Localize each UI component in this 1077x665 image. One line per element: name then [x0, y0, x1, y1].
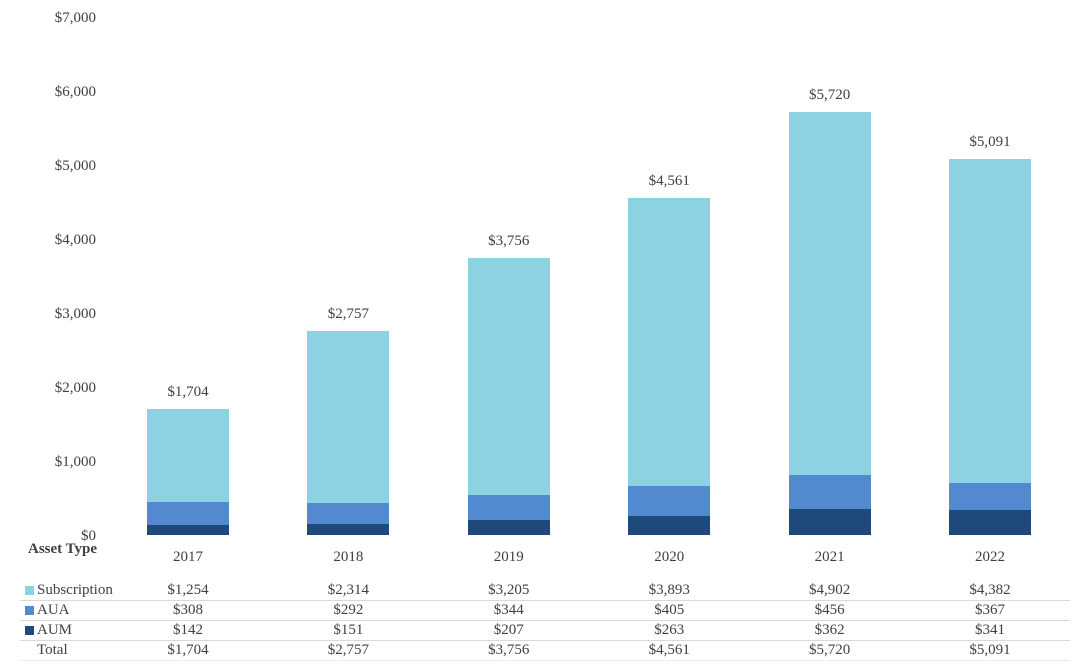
bar-segment-subscription-2021	[788, 112, 871, 475]
bar-segment-aua-2017	[147, 502, 229, 525]
stacked-bar-2022	[949, 158, 1031, 536]
bar-segment-aum-2021	[788, 508, 871, 536]
bar-segment-aum-2017	[147, 524, 229, 536]
table-cell-aua-2022: $367	[974, 602, 1005, 618]
row-label-subscription: Subscription	[20, 580, 113, 600]
bar-segment-aum-2019	[467, 520, 550, 536]
bar-segment-subscription-2020	[628, 197, 711, 487]
bar-segment-aua-2018	[307, 502, 390, 525]
y-axis-tick-label: $3,000	[54, 305, 96, 322]
bar-segment-subscription-2017	[147, 409, 229, 503]
bar-segment-aua-2020	[628, 486, 711, 517]
row-label-text: Total	[37, 641, 68, 658]
table-cell-aum-2021: $362	[814, 622, 845, 638]
y-axis-tick-label: $4,000	[54, 231, 96, 248]
table-cell-aum-2018: $151	[333, 622, 364, 638]
y-axis-tick-label: $2,000	[54, 379, 96, 396]
table-cell-aua-2018: $292	[333, 602, 364, 618]
y-axis-tick-label: $7,000	[54, 9, 96, 26]
stacked-bar-2020	[628, 197, 711, 536]
table-cell-aum-2022: $341	[974, 622, 1005, 638]
bar-segment-subscription-2022	[949, 158, 1031, 484]
bar-segment-aua-2021	[788, 474, 871, 509]
bar-total-label-2022: $5,091	[969, 133, 1011, 150]
stacked-bar-2019	[467, 257, 550, 536]
table-cell-aum-2020: $263	[654, 622, 685, 638]
x-axis-label-2018: 2018	[333, 549, 364, 565]
table-cell-subscription-2019: $3,205	[488, 582, 530, 598]
y-axis-tick-label: $1,000	[54, 453, 96, 470]
bar-total-label-2019: $3,756	[488, 232, 530, 249]
table-cell-aum-2017: $142	[172, 622, 203, 638]
table-cell-aua-2019: $344	[493, 602, 524, 618]
asset-type-label: Asset Type	[28, 541, 98, 557]
bar-segment-subscription-2018	[307, 331, 390, 503]
legend-swatch-subscription	[25, 585, 34, 595]
stacked-bar-2018	[307, 331, 390, 536]
row-label-aum: AUM	[20, 620, 72, 640]
table-cell-subscription-2021: $4,902	[808, 582, 851, 598]
bar-segment-aum-2018	[307, 524, 390, 536]
x-axis-label-2022: 2022	[975, 549, 1005, 565]
bar-segment-aua-2019	[467, 494, 550, 521]
legend-swatch-empty	[25, 646, 34, 655]
table-cell-subscription-2018: $2,314	[327, 582, 369, 598]
row-label-aua: AUA	[20, 600, 70, 620]
bar-segment-aum-2020	[628, 516, 711, 536]
bar-total-label-2017: $1,704	[167, 384, 209, 401]
table-cell-aua-2017: $308	[172, 602, 203, 618]
table-cell-total-2020: $4,561	[648, 642, 690, 658]
table-cell-total-2019: $3,756	[488, 642, 530, 658]
table-row-subscription: Subscription $1,254 $2,314 $3,205 $3,893 $4,9…	[20, 580, 1070, 601]
table-cell-aua-2021: $456	[814, 602, 845, 618]
y-axis-tick-label: $0	[81, 527, 96, 544]
y-axis-tick-label: $5,000	[54, 157, 96, 174]
table-cell-total-2018: $2,757	[327, 642, 369, 658]
row-label-total: Total	[20, 640, 68, 660]
y-axis-tick-label: $6,000	[54, 83, 96, 100]
table-cell-total-2017: $1,704	[167, 642, 209, 658]
stacked-bar-2021	[788, 112, 871, 536]
table-cell-total-2021: $5,720	[808, 642, 851, 658]
table-cell-subscription-2020: $3,893	[648, 582, 690, 598]
legend-swatch-aum	[25, 625, 34, 635]
x-axis-label-2021: 2021	[814, 549, 845, 565]
row-label-text: AUA	[37, 601, 70, 618]
bar-total-label-2018: $2,757	[327, 306, 370, 323]
x-axis-label-2017: 2017	[173, 549, 203, 565]
legend-swatch-aua	[25, 605, 34, 615]
table-cell-aua-2020: $405	[654, 602, 685, 618]
bar-total-label-2021: $5,720	[808, 87, 851, 104]
table-row-aua: AUA $308 $292 $344 $405 $456 $367	[20, 600, 1070, 621]
table-cell-subscription-2017: $1,254	[167, 582, 209, 598]
row-label-text: AUM	[37, 621, 73, 638]
table-row-aum: AUM $142 $151 $207 $263 $362 $341	[20, 620, 1070, 641]
table-row-total: Total $1,704 $2,757 $3,756 $4,561 $5,720 $5,09…	[20, 640, 1070, 661]
stacked-bar-2017	[147, 409, 229, 536]
bar-segment-aum-2022	[949, 510, 1031, 536]
row-label-text: Subscription	[37, 581, 113, 598]
table-cell-aum-2019: $207	[493, 622, 524, 638]
table-cell-total-2022: $5,091	[969, 642, 1011, 658]
bar-total-label-2020: $4,561	[648, 172, 690, 189]
bar-segment-aua-2022	[949, 483, 1031, 511]
x-axis-label-2020: 2020	[654, 549, 685, 565]
table-cell-subscription-2022: $4,382	[969, 582, 1011, 598]
x-axis-label-2019: 2019	[493, 549, 524, 565]
bar-segment-subscription-2019	[467, 257, 550, 495]
